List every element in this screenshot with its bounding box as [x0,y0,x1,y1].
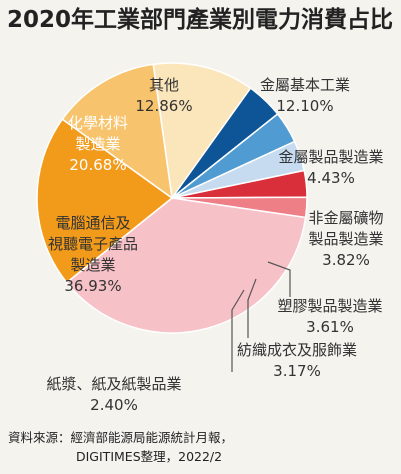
label-paper-name: 紙漿、紙及紙製品業 [46,375,182,393]
label-metal-products-pct: 4.43% [307,169,355,187]
leader-line-paper [231,289,245,372]
label-electronics-name-1: 電腦通信及 [55,214,131,232]
source-note: 資料來源：經濟部能源局能源統計月報， DIGITIMES整理，2022/2 [8,428,398,466]
label-chemical-pct: 20.68% [69,156,127,174]
label-paper-pct: 2.40% [90,396,138,414]
label-metal-basic: 金屬基本工業 12.10% [236,75,374,117]
label-nonmetal-pct: 3.82% [322,251,370,269]
leader-line-textile [247,278,257,338]
label-textile-pct: 3.17% [273,362,321,380]
label-textile-name: 紡織成衣及服飾業 [236,341,357,359]
leader-lines [231,261,291,372]
label-electronics-pct: 36.93% [64,277,122,295]
label-chemical-name-1: 化學材料 [67,114,128,132]
label-other: 其他 12.86% [120,75,208,117]
label-electronics-name-3: 製造業 [70,256,116,274]
label-other-name: 其他 [148,76,179,94]
source-line-1: 資料來源：經濟部能源局能源統計月報， [8,430,234,445]
leader-line-plastic [267,261,291,297]
label-nonmetal: 非金屬礦物 製品製造業 3.82% [292,208,400,271]
label-electronics: 電腦通信及 視聽電子產品 製造業 36.93% [18,213,168,297]
label-plastic-pct: 3.61% [306,318,354,336]
label-metal-basic-name: 金屬基本工業 [259,76,350,94]
label-paper: 紙漿、紙及紙製品業 2.40% [30,374,198,416]
label-chemical-name-2: 製造業 [75,135,121,153]
label-other-pct: 12.86% [135,97,193,115]
label-nonmetal-name-1: 非金屬礦物 [308,209,384,227]
source-line-2: DIGITIMES整理，2022/2 [76,449,223,464]
label-plastic-name: 塑膠製品製造業 [277,297,383,315]
pie-slice-1 [152,62,252,200]
label-electronics-name-2: 視聽電子產品 [47,235,138,253]
chart-title: 2020年工業部門產業別電力消費占比 [7,7,394,33]
pie-slice-8 [36,118,174,284]
label-metal-products: 金屬製品製造業 4.43% [263,147,399,189]
label-nonmetal-name-2: 製品製造業 [308,230,384,248]
label-metal-basic-pct: 12.10% [276,97,334,115]
pie-slice-9 [61,63,173,200]
pie-slice-7 [65,197,307,334]
label-metal-products-name: 金屬製品製造業 [278,148,384,166]
label-chemical: 化學材料 製造業 20.68% [50,113,146,176]
label-plastic: 塑膠製品製造業 3.61% [262,296,398,338]
label-textile: 紡織成衣及服飾業 3.17% [222,340,372,382]
